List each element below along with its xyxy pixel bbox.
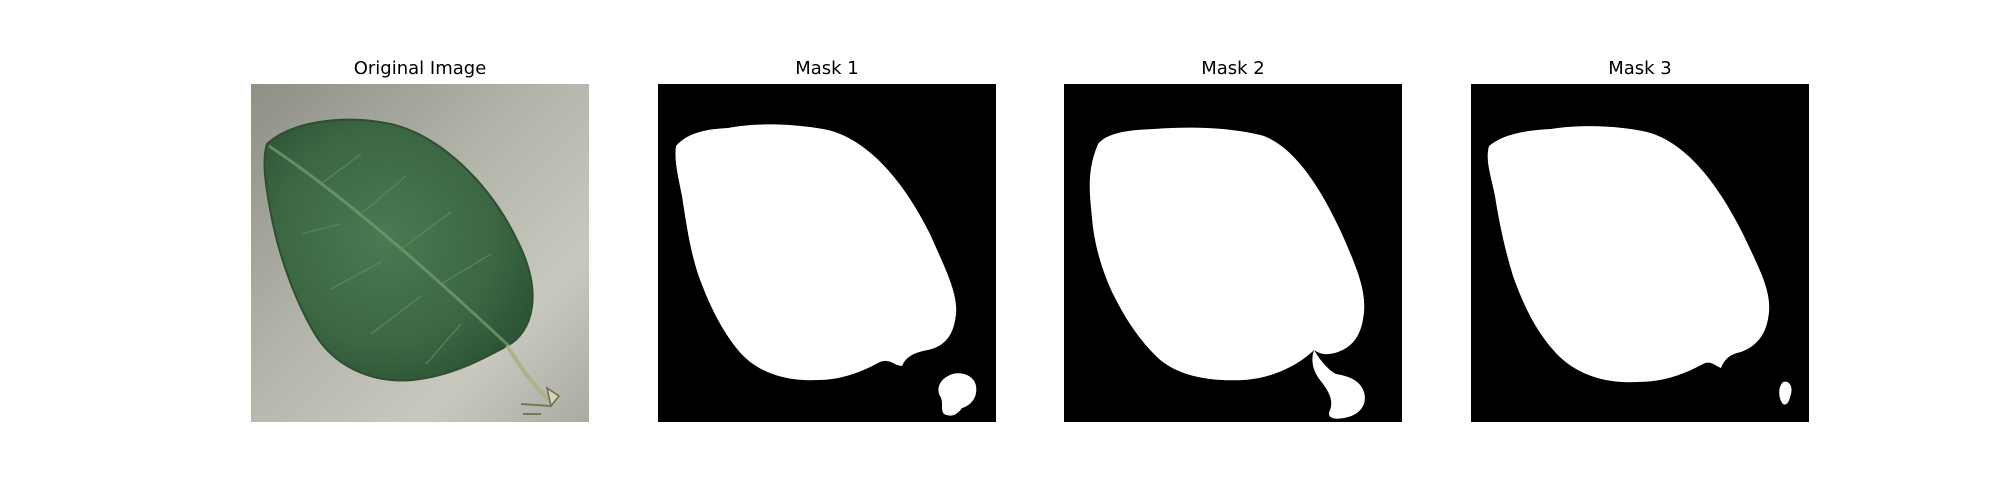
panel-mask-2: Mask 2 [1064,0,1402,500]
mask-1-image [658,84,996,422]
panel-title: Original Image [353,58,487,79]
original-leaf-image [251,84,589,422]
panel-original: Original Image [251,0,589,500]
panel-title: Mask 3 [1608,58,1672,79]
panel-title: Mask 2 [1201,58,1265,79]
panel-title: Mask 1 [795,58,859,79]
mask-2-image [1064,84,1402,422]
panel-mask-3: Mask 3 [1471,0,1809,500]
mask-3-image [1471,84,1809,422]
panel-mask-1: Mask 1 [658,0,996,500]
